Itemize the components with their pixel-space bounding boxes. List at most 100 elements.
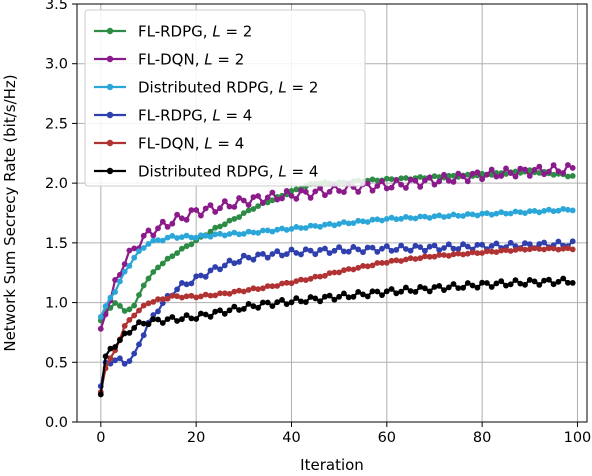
data-point xyxy=(560,245,567,252)
data-point xyxy=(474,250,481,256)
data-point xyxy=(503,282,509,289)
data-point xyxy=(317,273,323,280)
data-point xyxy=(422,247,428,254)
data-point xyxy=(155,225,161,232)
data-point xyxy=(379,178,385,185)
data-point xyxy=(288,280,295,287)
data-point xyxy=(221,262,228,269)
data-point xyxy=(260,227,266,234)
data-point xyxy=(555,246,562,253)
data-point xyxy=(355,289,362,295)
data-point xyxy=(436,283,443,289)
data-point xyxy=(507,170,514,177)
data-point xyxy=(398,288,404,295)
data-point xyxy=(269,303,276,309)
data-point xyxy=(417,244,424,251)
data-point xyxy=(484,171,490,178)
data-point xyxy=(464,171,471,178)
data-point xyxy=(345,266,352,272)
data-point xyxy=(169,253,176,260)
data-point xyxy=(441,287,447,293)
data-point xyxy=(140,232,147,239)
data-point xyxy=(164,224,171,230)
data-point xyxy=(117,355,123,362)
data-point xyxy=(493,240,500,247)
data-point xyxy=(193,316,200,322)
data-point xyxy=(445,177,452,184)
data-point xyxy=(517,209,524,216)
data-point xyxy=(526,277,533,283)
legend-entry: FL-RDPG, L = 2 xyxy=(94,23,252,41)
data-point xyxy=(250,194,257,201)
data-point xyxy=(207,313,214,320)
data-point xyxy=(526,173,533,179)
data-point xyxy=(298,276,304,283)
data-point xyxy=(274,299,281,306)
data-point xyxy=(283,301,290,307)
data-point xyxy=(131,245,138,252)
data-point xyxy=(541,208,547,214)
data-point xyxy=(450,281,457,287)
data-point xyxy=(464,250,471,257)
data-point xyxy=(150,232,157,239)
y-tick-label: 2.0 xyxy=(45,176,68,192)
data-point xyxy=(179,215,185,222)
data-point xyxy=(531,278,538,285)
data-point xyxy=(121,360,128,367)
data-point xyxy=(474,284,481,291)
data-point xyxy=(507,248,514,254)
data-point xyxy=(140,302,147,309)
data-point xyxy=(546,276,552,283)
data-point xyxy=(217,230,223,237)
legend-marker xyxy=(106,111,114,119)
legend-marker xyxy=(106,27,114,35)
data-point xyxy=(145,275,152,282)
data-point xyxy=(212,231,219,238)
data-point xyxy=(331,296,338,303)
data-point xyxy=(140,332,147,339)
data-point xyxy=(336,221,342,227)
data-point xyxy=(250,285,257,292)
data-point xyxy=(441,245,447,251)
data-point xyxy=(260,199,266,206)
data-point xyxy=(121,330,128,337)
data-point xyxy=(383,243,390,250)
data-point xyxy=(517,165,524,172)
data-point xyxy=(507,210,514,217)
y-tick-label: 1.0 xyxy=(45,296,68,312)
data-point xyxy=(388,286,395,292)
data-point xyxy=(369,244,376,251)
data-point xyxy=(212,264,219,270)
data-point xyxy=(279,297,285,303)
data-point xyxy=(307,294,314,300)
data-point xyxy=(431,213,438,220)
data-point xyxy=(560,275,567,282)
data-point xyxy=(131,302,138,309)
data-point xyxy=(565,173,571,180)
data-point xyxy=(212,209,219,215)
data-point xyxy=(193,234,200,241)
data-point xyxy=(412,289,419,295)
data-point xyxy=(398,242,404,249)
data-point xyxy=(121,308,128,314)
data-point xyxy=(198,310,204,317)
data-point xyxy=(131,312,138,319)
data-point xyxy=(188,315,195,322)
data-point xyxy=(131,325,138,331)
data-point xyxy=(360,291,366,298)
data-point xyxy=(455,170,462,177)
data-point xyxy=(159,260,166,267)
data-point xyxy=(107,355,114,362)
data-point xyxy=(150,269,157,275)
data-point xyxy=(317,298,323,305)
data-point xyxy=(426,215,433,221)
data-point xyxy=(407,255,414,262)
data-point xyxy=(464,211,471,217)
y-tick-label: 0.0 xyxy=(45,415,68,431)
data-point xyxy=(493,280,500,287)
data-point xyxy=(240,197,247,204)
data-point xyxy=(541,246,547,253)
data-point xyxy=(322,293,328,300)
data-point xyxy=(441,214,447,220)
data-point xyxy=(398,181,404,188)
